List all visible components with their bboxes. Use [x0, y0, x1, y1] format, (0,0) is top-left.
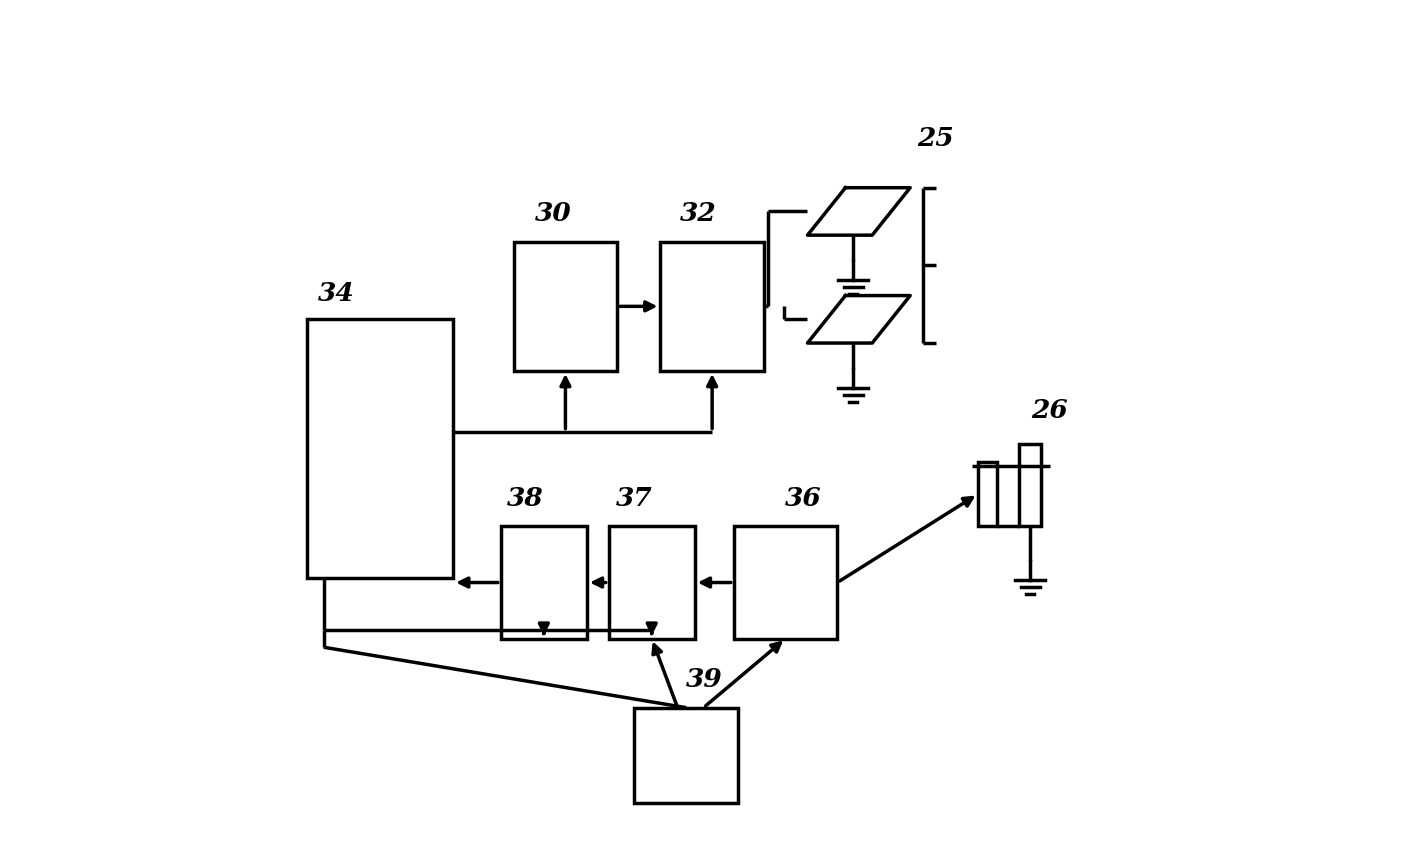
Polygon shape — [808, 188, 910, 236]
Text: 36: 36 — [785, 486, 822, 511]
Bar — [1019, 444, 1041, 526]
Text: 30: 30 — [535, 201, 573, 226]
Text: 25: 25 — [917, 126, 954, 151]
Text: 38: 38 — [507, 486, 543, 511]
Bar — [501, 526, 587, 639]
Bar — [660, 242, 764, 371]
Bar — [733, 526, 837, 639]
Bar — [609, 526, 695, 639]
Bar — [635, 708, 739, 803]
Text: 32: 32 — [680, 201, 718, 226]
Text: 37: 37 — [615, 486, 653, 511]
Bar — [978, 462, 998, 526]
Text: 26: 26 — [1031, 398, 1068, 423]
Polygon shape — [808, 296, 910, 343]
Bar — [514, 242, 618, 371]
Text: 34: 34 — [318, 281, 355, 306]
Text: 39: 39 — [687, 667, 723, 692]
Bar — [307, 319, 453, 578]
